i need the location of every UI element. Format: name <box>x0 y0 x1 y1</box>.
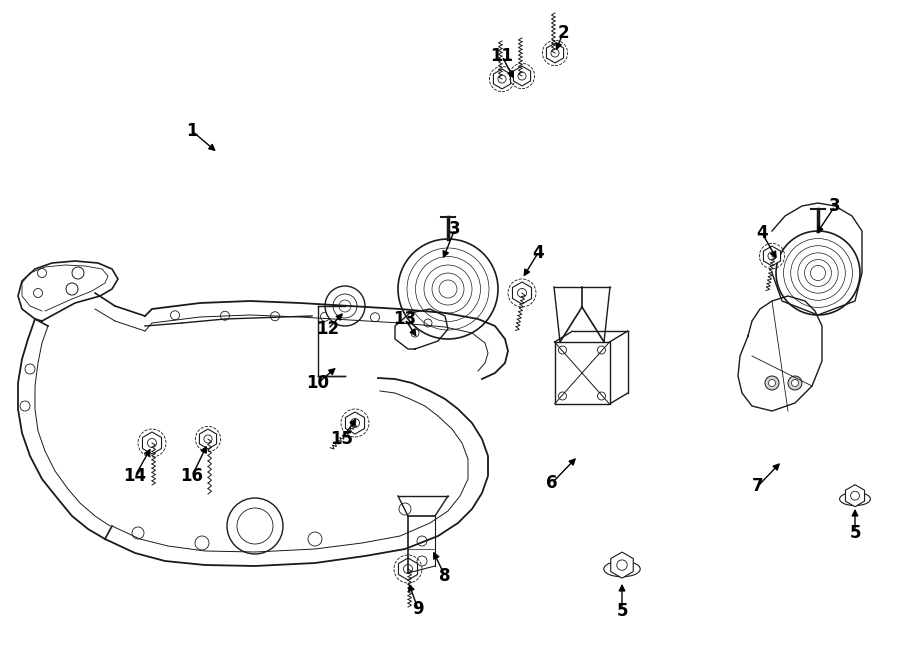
Circle shape <box>399 503 411 515</box>
Circle shape <box>325 286 365 326</box>
Circle shape <box>788 376 802 390</box>
Text: 14: 14 <box>123 467 147 485</box>
Text: 11: 11 <box>491 47 514 65</box>
Polygon shape <box>200 429 217 449</box>
Circle shape <box>769 379 776 387</box>
Polygon shape <box>554 342 609 404</box>
Text: 13: 13 <box>393 310 417 328</box>
Circle shape <box>417 536 427 546</box>
Polygon shape <box>512 282 532 304</box>
Circle shape <box>271 312 280 321</box>
Circle shape <box>227 498 283 554</box>
Polygon shape <box>611 552 634 578</box>
Circle shape <box>195 536 209 550</box>
Text: 15: 15 <box>330 430 354 448</box>
Polygon shape <box>142 432 161 454</box>
Circle shape <box>410 313 419 322</box>
Ellipse shape <box>840 492 870 506</box>
Text: 6: 6 <box>546 474 558 492</box>
Text: 8: 8 <box>439 567 451 585</box>
Text: 1: 1 <box>186 122 198 140</box>
Circle shape <box>776 231 860 315</box>
Text: 12: 12 <box>317 320 339 338</box>
Circle shape <box>417 556 427 566</box>
Circle shape <box>320 312 329 321</box>
Circle shape <box>72 267 84 279</box>
Circle shape <box>371 313 380 322</box>
Circle shape <box>25 364 35 374</box>
Text: 4: 4 <box>532 244 544 262</box>
Text: 4: 4 <box>756 224 768 242</box>
Text: 5: 5 <box>850 524 860 542</box>
Polygon shape <box>513 66 531 86</box>
Circle shape <box>237 508 273 544</box>
Polygon shape <box>546 43 563 63</box>
Circle shape <box>220 311 230 320</box>
Text: 2: 2 <box>557 24 569 42</box>
Text: 9: 9 <box>412 600 424 618</box>
Circle shape <box>398 239 498 339</box>
Text: 10: 10 <box>307 374 329 392</box>
Circle shape <box>33 288 42 297</box>
Circle shape <box>66 283 78 295</box>
Polygon shape <box>399 558 418 580</box>
Text: 7: 7 <box>752 477 764 495</box>
Polygon shape <box>346 412 365 434</box>
Circle shape <box>38 268 47 278</box>
Polygon shape <box>845 485 865 507</box>
Text: 3: 3 <box>829 197 841 215</box>
Circle shape <box>170 311 179 320</box>
Ellipse shape <box>604 561 640 577</box>
Polygon shape <box>493 69 510 89</box>
Text: 5: 5 <box>616 602 628 620</box>
Circle shape <box>132 527 144 539</box>
Circle shape <box>765 376 779 390</box>
Text: 3: 3 <box>449 220 461 238</box>
Text: 16: 16 <box>181 467 203 485</box>
Circle shape <box>791 379 798 387</box>
Circle shape <box>20 401 30 411</box>
Polygon shape <box>763 246 780 266</box>
Circle shape <box>308 532 322 546</box>
